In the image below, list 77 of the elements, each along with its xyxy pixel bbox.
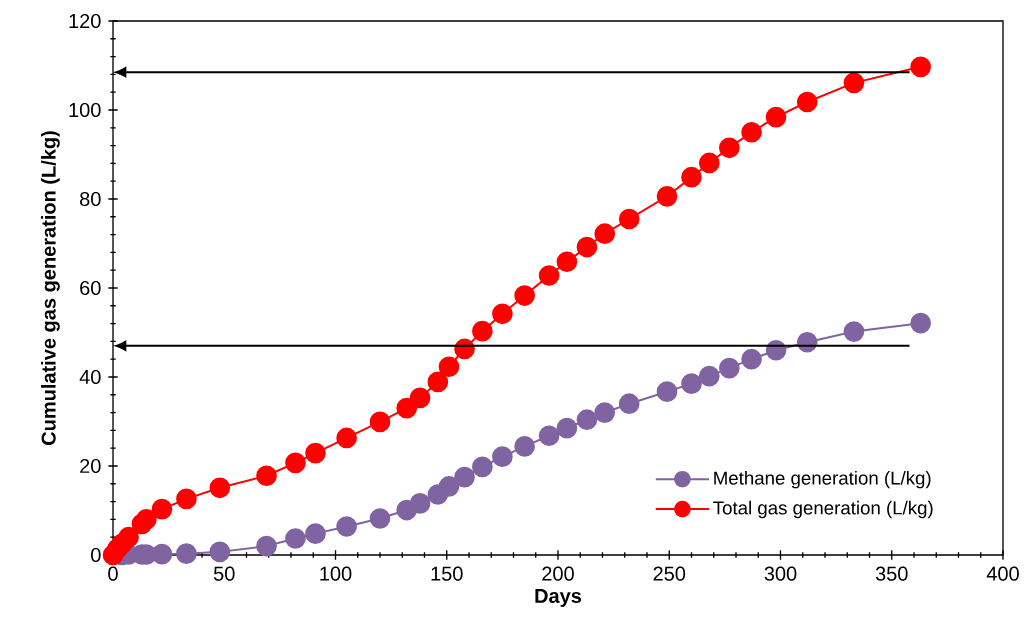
point [438, 356, 460, 378]
point [472, 456, 493, 478]
point [618, 393, 640, 415]
x-axis-title: Days [535, 589, 582, 607]
point [698, 365, 720, 387]
point [741, 121, 762, 143]
x-tick-label: 400 [986, 566, 1019, 581]
point [594, 402, 616, 423]
point [454, 466, 475, 488]
point [409, 493, 431, 514]
point [843, 321, 865, 342]
x-tick-label: 300 [764, 566, 797, 581]
point [698, 152, 720, 174]
point [656, 185, 678, 207]
point [285, 528, 306, 549]
point [438, 476, 460, 497]
point [369, 508, 391, 529]
point [151, 498, 173, 520]
y-tick-label: 20 [80, 458, 101, 474]
point [681, 166, 702, 188]
point [256, 465, 277, 487]
point [305, 442, 326, 464]
point [910, 312, 931, 334]
point [409, 387, 431, 409]
x-tick-label: 0 [108, 566, 118, 581]
point [765, 106, 787, 128]
point [556, 417, 578, 439]
point [538, 425, 560, 447]
point [718, 137, 740, 159]
point [176, 488, 197, 510]
x-tick-label: 200 [542, 566, 574, 581]
legend-label: Total gas generation (L/kg) [713, 500, 933, 519]
point [576, 409, 598, 431]
point [151, 543, 173, 565]
x-tick-label: 150 [431, 566, 463, 581]
point [910, 56, 931, 78]
point [514, 436, 535, 457]
point [843, 72, 865, 94]
y-tick-label: 0 [91, 547, 101, 563]
point [656, 381, 678, 402]
point [118, 526, 139, 548]
point [472, 320, 493, 342]
point [538, 265, 560, 286]
y-tick-label: 40 [79, 369, 101, 385]
point [305, 523, 326, 544]
point [336, 516, 357, 537]
point [285, 452, 306, 474]
point [209, 477, 231, 499]
point [176, 543, 197, 564]
point [427, 371, 449, 393]
y-axis-title: Cumulative gas generation (L/kg) [41, 131, 60, 445]
point [576, 236, 598, 258]
legend-label: Methane generation (L/kg) [714, 470, 931, 489]
point [718, 357, 740, 379]
point [514, 285, 535, 306]
point [594, 223, 616, 245]
point [136, 509, 157, 530]
point [492, 303, 513, 325]
x-tick-label: 100 [320, 566, 352, 581]
point [741, 348, 762, 370]
y-tick-label: 80 [80, 191, 101, 207]
point [618, 208, 640, 230]
point [492, 446, 513, 467]
point [256, 535, 277, 557]
point [369, 411, 391, 433]
point [209, 541, 231, 563]
x-tick-label: 250 [653, 566, 686, 581]
point [796, 91, 818, 113]
x-tick-label: 50 [213, 566, 235, 581]
y-tick-label: 120 [69, 13, 101, 29]
x-tick-label: 350 [875, 566, 908, 581]
point [681, 373, 702, 394]
y-tick-label: 100 [69, 102, 101, 118]
point [396, 397, 418, 419]
point [556, 251, 578, 273]
point [336, 427, 357, 449]
y-tick-label: 60 [80, 280, 101, 296]
